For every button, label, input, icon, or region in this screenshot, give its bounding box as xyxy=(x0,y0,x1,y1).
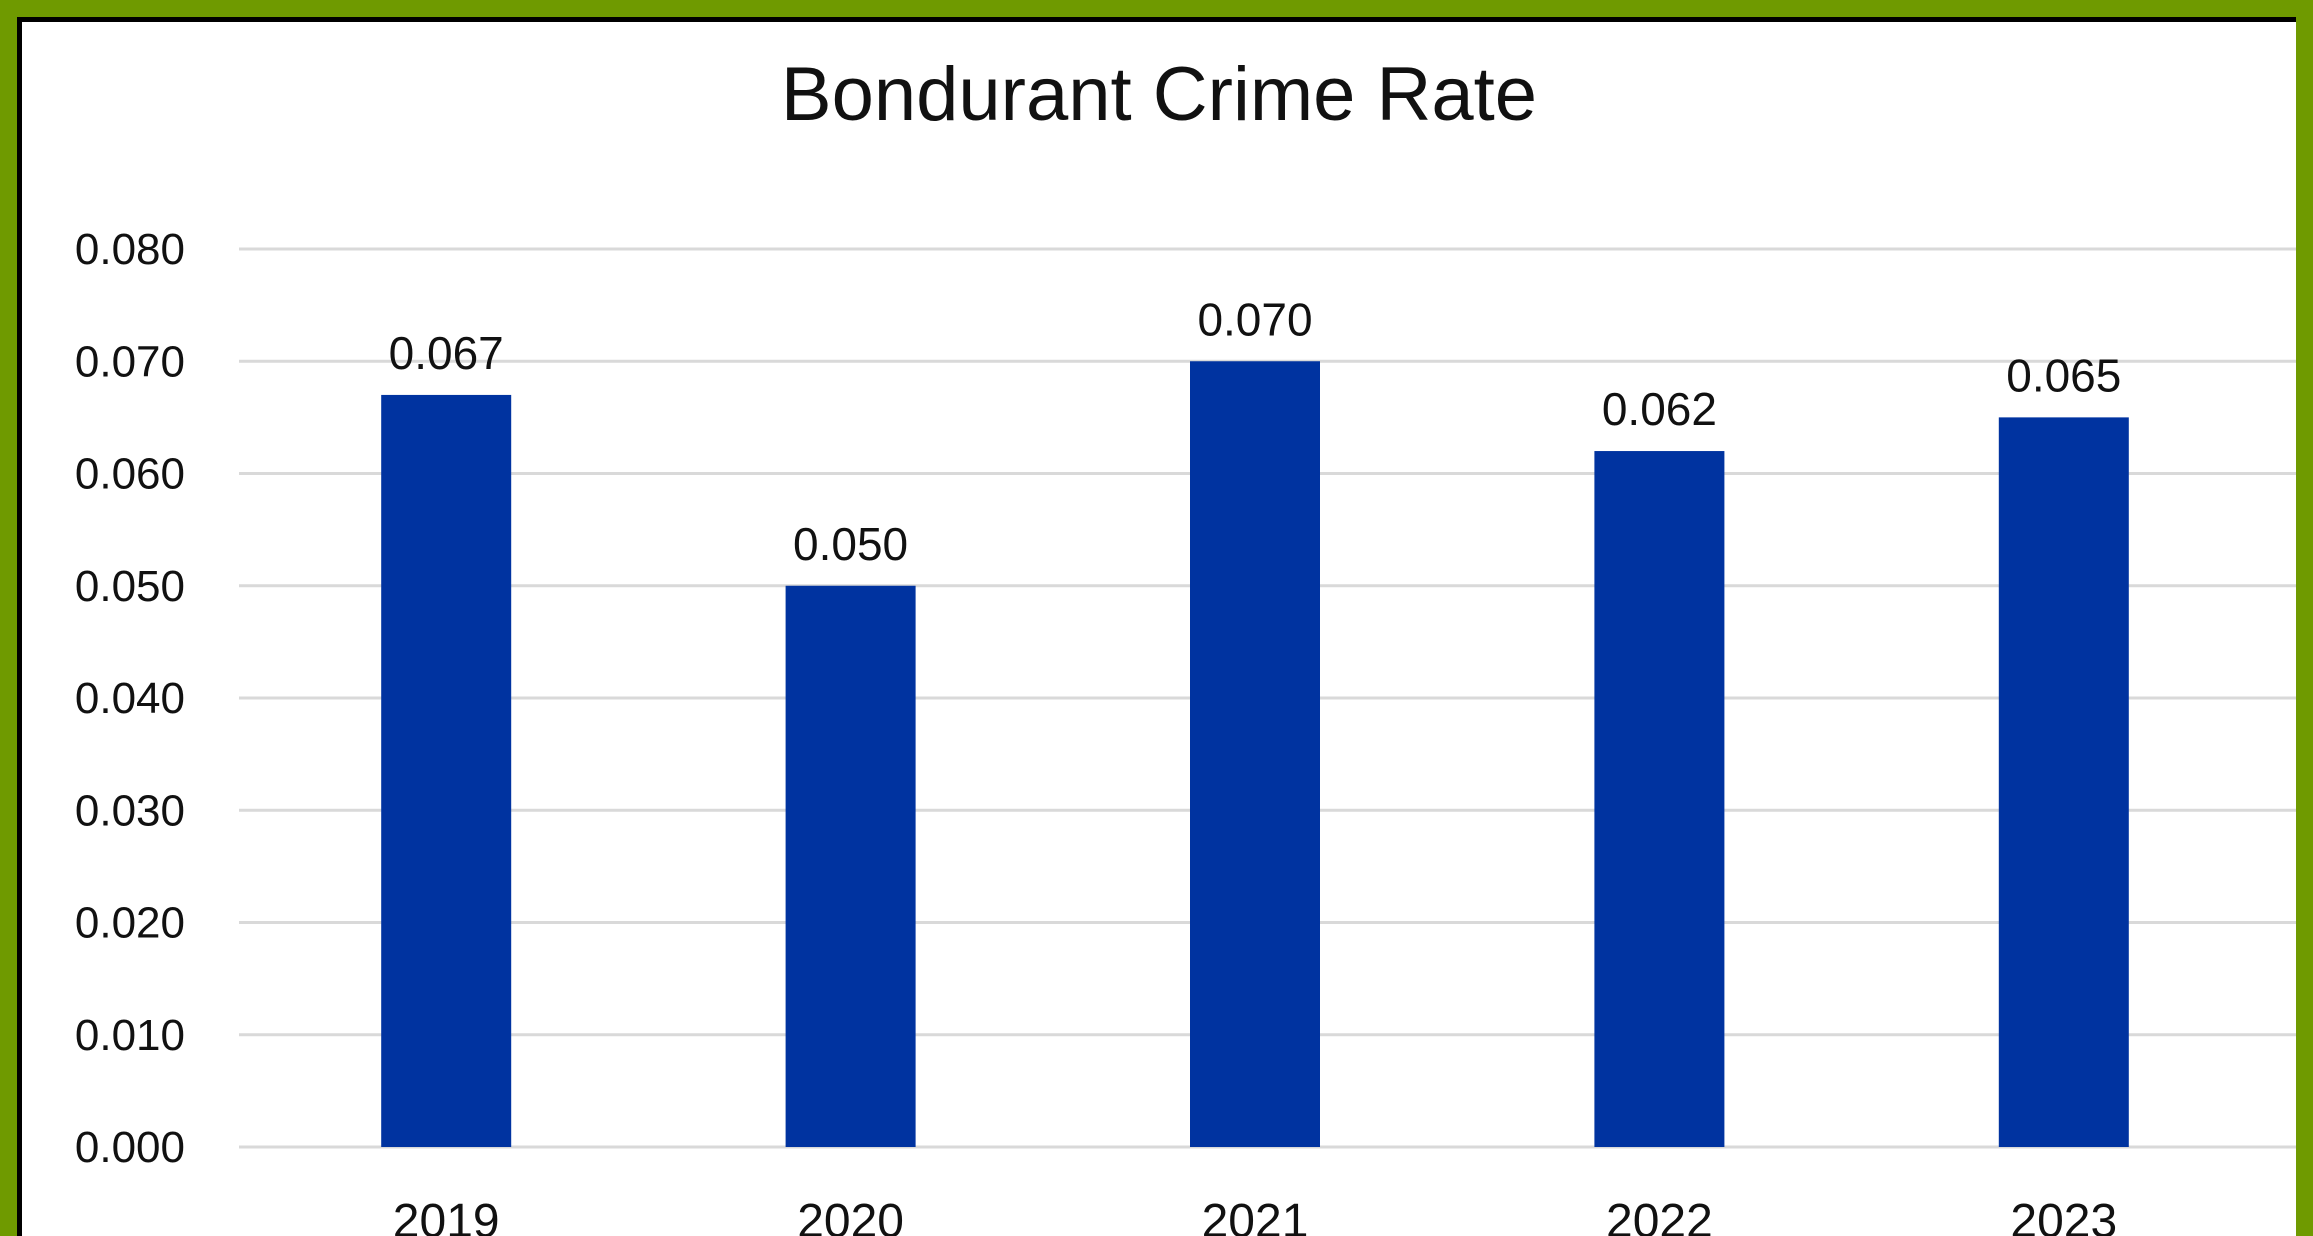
bars xyxy=(381,361,2129,1147)
data-label-2019: 0.067 xyxy=(389,327,504,379)
y-tick-label: 0.070 xyxy=(75,337,185,386)
x-axis-ticks: 2019 2020 2021 2022 2023 xyxy=(393,1195,2117,1236)
y-tick-label: 0.010 xyxy=(75,1011,185,1060)
x-tick-label-2023: 2023 xyxy=(2010,1195,2117,1236)
y-tick-label: 0.000 xyxy=(75,1123,185,1172)
data-label-2023: 0.065 xyxy=(2006,349,2121,401)
bar-chart: Bondurant Crime Rate 0.000 0.010 0.020 0.03… xyxy=(75,52,2296,1236)
y-tick-label: 0.050 xyxy=(75,562,185,611)
bar-2021 xyxy=(1190,361,1320,1147)
inner-border: Bondurant Crime Rate 0.000 0.010 0.020 0.03… xyxy=(17,17,2296,1236)
data-label-2022: 0.062 xyxy=(1602,383,1717,435)
x-tick-label-2022: 2022 xyxy=(1606,1195,1713,1236)
bar-2023 xyxy=(1998,417,2129,1147)
chart-title: Bondurant Crime Rate xyxy=(781,52,1537,137)
y-tick-label: 0.020 xyxy=(75,899,185,948)
chart-panel: Bondurant Crime Rate 0.000 0.010 0.020 0.03… xyxy=(22,22,2296,1236)
y-tick-label: 0.030 xyxy=(75,786,185,835)
y-axis-ticks: 0.000 0.010 0.020 0.030 0.040 0.050 0.060 0.070… xyxy=(75,225,185,1172)
data-label-2020: 0.050 xyxy=(793,518,908,570)
data-label-2021: 0.070 xyxy=(1197,293,1312,345)
y-tick-label: 0.080 xyxy=(75,225,185,274)
y-tick-label: 0.040 xyxy=(75,674,185,723)
y-tick-label: 0.060 xyxy=(75,450,185,499)
bar-2019 xyxy=(381,394,512,1147)
x-tick-label-2021: 2021 xyxy=(1202,1195,1309,1236)
x-tick-label-2020: 2020 xyxy=(797,1195,904,1236)
bar-2020 xyxy=(785,585,916,1147)
data-labels: 0.067 0.050 0.070 0.062 0.065 xyxy=(389,293,2122,570)
x-tick-label-2019: 2019 xyxy=(393,1195,500,1236)
bar-2022 xyxy=(1594,451,1725,1147)
